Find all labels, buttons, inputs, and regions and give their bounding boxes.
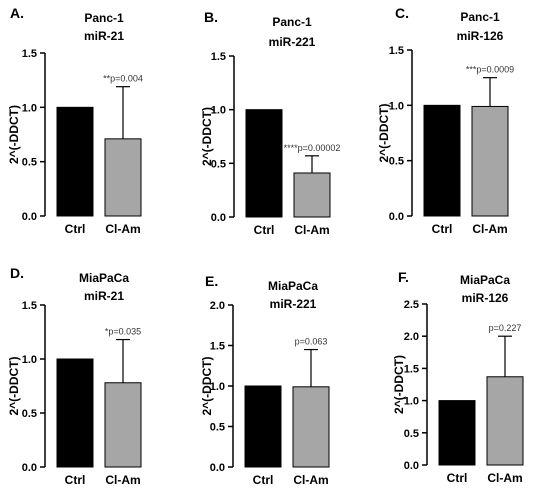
y-tick-label: 1.5 [389,45,404,57]
bar-ctrl [244,385,282,468]
chart-panel-1: A. Panc-1 miR-21 2^(-DDCT) 0.0 0.5 1.0 1.5 Ctrl *… [7,5,143,236]
y-tick-label: 0.0 [22,211,37,223]
bar-cl-am [471,105,509,217]
x-category-label: Ctrl [65,473,86,487]
bar-ctrl [438,400,476,466]
y-tick-label: 0.5 [210,422,225,434]
y-tick-label: 2.0 [210,300,225,312]
x-category-label: Cl-Am [293,473,328,487]
x-category-label: Cl-Am [105,473,140,487]
panel-label: D. [10,265,24,281]
bar-ctrl [423,104,461,217]
x-category-label: Ctrl [65,222,86,236]
chart-subtitle: miR-21 [84,289,124,303]
y-tick-label: 0.0 [22,462,37,474]
y-tick-label: 1.5 [404,363,419,375]
significance-annotation: ***p=0.0009 [466,65,514,75]
chart-title: MiaPaCa [79,271,129,285]
chart-panel-2: B. Panc-1 miR-221 2^(-DDCT) 0.0 0.5 1.0 1.5 Ctrl… [200,9,340,237]
y-tick-label: 1.5 [22,48,37,60]
x-category-label: Ctrl [254,223,275,237]
chart-subtitle: miR-21 [84,29,124,43]
y-tick-label: 1.0 [210,381,225,393]
y-axis-label: 2^(-DDCT) [7,356,21,415]
y-tick-label: 1.5 [210,341,225,353]
chart-subtitle: miR-126 [457,29,504,43]
chart-title: Panc-1 [272,15,312,29]
y-tick-label: 0.0 [210,462,225,474]
chart-panel-4: D. MiaPaCa miR-21 2^(-DDCT) 0.0 0.5 1.0 1.5 Ctrl… [7,265,142,487]
chart-title: MiaPaCa [268,279,318,293]
y-tick-label: 0.5 [211,158,226,170]
panel-label: F. [398,269,409,285]
y-axis-label: 2^(-DDCT) [392,355,406,414]
chart-subtitle: miR-221 [270,297,317,311]
bar-ctrl [245,109,283,218]
bar-cl-am [486,376,524,466]
y-tick-label: 2.5 [404,299,419,311]
bar-ctrl [56,106,94,217]
y-tick-label: 1.0 [389,100,404,112]
x-category-label: Cl-Am [487,471,522,485]
chart-panel-3: C. Panc-1 miR-126 2^(-DDCT) 0.0 0.5 1.0 1.5 Ctrl… [377,5,514,236]
y-tick-label: 1.5 [211,51,226,63]
y-tick-label: 1.0 [22,102,37,114]
significance-annotation: *p=0.035 [105,327,141,337]
y-tick-label: 0.0 [389,211,404,223]
chart-subtitle: miR-126 [462,291,509,305]
y-axis-label: 2^(-DDCT) [200,356,214,415]
y-tick-label: 1.0 [404,396,419,408]
y-tick-label: 0.5 [404,428,419,440]
chart-panel-6: F. MiaPaCa miR-126 2^(-DDCT) 0.0 0.5 1.0 1.5 2.0… [392,269,524,485]
panel-label: C. [395,5,409,21]
panel-label: A. [10,5,24,21]
y-tick-label: 0.5 [22,408,37,420]
bar-cl-am [104,138,142,217]
significance-annotation: ****p=0.00002 [284,143,341,153]
chart-title: MiaPaCa [460,273,510,287]
chart-title: Panc-1 [84,11,124,25]
x-category-label: Cl-Am [472,222,507,236]
y-tick-label: 2.0 [404,331,419,343]
y-axis-label: 2^(-DDCT) [377,103,391,162]
y-tick-label: 1.0 [22,354,37,366]
chart-panel-5: E. MiaPaCa miR-221 2^(-DDCT) 0.0 0.5 1.0 1.5 2.0… [200,273,330,487]
x-category-label: Cl-Am [105,222,140,236]
bar-ctrl [56,358,94,468]
y-axis-label: 2^(-DDCT) [7,105,21,164]
chart-subtitle: miR-221 [269,35,316,49]
significance-annotation: p=0.227 [489,323,522,333]
bar-cl-am [293,172,331,218]
significance-annotation: p=0.063 [295,337,328,347]
bar-cl-am [292,386,330,468]
y-tick-label: 0.5 [389,156,404,168]
x-category-label: Ctrl [447,471,468,485]
y-tick-label: 0.0 [211,212,226,224]
x-category-label: Cl-Am [294,223,329,237]
x-category-label: Ctrl [253,473,274,487]
y-tick-label: 0.5 [22,157,37,169]
y-tick-label: 0.0 [404,460,419,472]
panel-label: E. [205,273,218,289]
panel-label: B. [204,9,218,25]
y-tick-label: 1.0 [211,105,226,117]
chart-title: Panc-1 [460,10,500,24]
bar-cl-am [104,382,142,468]
y-tick-label: 1.5 [22,300,37,312]
x-category-label: Ctrl [432,222,453,236]
significance-annotation: **p=0.004 [103,74,143,84]
y-axis-label: 2^(-DDCT) [200,107,214,166]
